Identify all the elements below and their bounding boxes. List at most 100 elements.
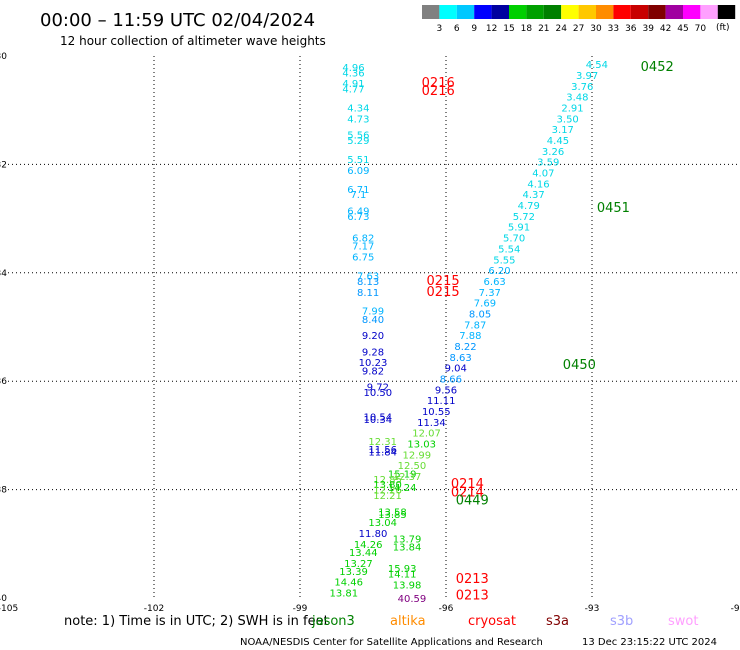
swh-value-label: 9.04 [445, 364, 467, 375]
swh-value-label: 10.55 [422, 407, 451, 418]
swh-value-label: 9.56 [435, 385, 457, 396]
swh-value-label: 3.59 [537, 158, 559, 169]
swh-value-label: 6.75 [352, 253, 374, 264]
swh-value-label: 4.07 [532, 169, 554, 180]
swh-value-label: 7.88 [459, 331, 481, 342]
swh-value-label: 3.97 [576, 71, 598, 82]
y-tick-label: -30 [0, 52, 7, 62]
y-tick-label: -32 [0, 160, 7, 170]
swh-value-label: 11.80 [359, 529, 388, 540]
cryosat-pass-label: 0216 [422, 84, 455, 99]
swh-value-label: 8.11 [357, 288, 379, 299]
footer-credit: NOAA/NESDIS Center for Satellite Applica… [240, 637, 543, 648]
swh-value-label: 13.98 [393, 580, 422, 591]
colorbar-swatch [474, 5, 492, 19]
swh-value-label: 4.36 [342, 68, 364, 79]
swh-value-label: 8.66 [440, 374, 462, 385]
swh-value-label: 9.82 [362, 366, 384, 377]
swh-value-label: 10.54 [364, 412, 393, 423]
swh-value-label: 14.26 [354, 540, 383, 551]
colorbar-swatch [683, 5, 701, 19]
swh-value-label: 4.73 [347, 114, 369, 125]
colorbar-legend: 3 6 9 12 15 18 21 24 27 30 33 36 39 42 45 70 [422, 5, 736, 34]
swh-value-label: 12.85 [373, 475, 402, 486]
swh-value-label: 4.34 [347, 103, 369, 114]
swh-value-label: 11.11 [427, 396, 456, 407]
swh-value-label: 4.77 [342, 85, 364, 96]
swh-value-label: 7.69 [474, 299, 496, 310]
cryosat-pass-label: 0215 [427, 285, 460, 300]
satellite-legend-s3a: s3a [546, 614, 569, 629]
colorbar-swatch [630, 5, 649, 19]
colorbar-tick-label: 45 [677, 24, 688, 34]
swh-value-label: 13.79 [393, 534, 422, 545]
swh-value-label: 8.13 [357, 277, 379, 288]
x-tick-label: -102 [144, 604, 164, 614]
swh-value-label: 11.56 [368, 445, 397, 456]
swh-value-label: 8.22 [454, 342, 476, 353]
colorbar-swatch [717, 5, 736, 19]
colorbar-swatch [491, 5, 509, 19]
colorbar-swatch [509, 5, 527, 19]
swh-value-label: 10.23 [359, 358, 388, 369]
colorbar-tick-label: 3 [437, 24, 443, 34]
swh-value-label: 10.34 [364, 415, 393, 426]
swh-value-label: 4.45 [547, 136, 569, 147]
swh-value-label: 7.37 [479, 288, 501, 299]
colorbar-unit: (ft) [716, 23, 730, 33]
swh-value-label: 9.72 [367, 383, 389, 394]
x-tick-label: -99 [293, 604, 308, 614]
colorbar-swatch [561, 5, 579, 19]
colorbar-tick-label: 27 [573, 24, 584, 34]
swh-value-label: 3.76 [571, 82, 593, 93]
swh-value-label: 8.40 [362, 315, 384, 326]
swh-value-label: 12.50 [398, 461, 427, 472]
swh-value-label: 12.31 [368, 437, 397, 448]
swh-value-label: 15.93 [388, 564, 417, 575]
colorbar-swatch [422, 5, 440, 19]
colorbar-tick-label: 24 [555, 24, 567, 34]
colorbar-tick-label: 30 [590, 24, 602, 34]
colorbar-swatch [439, 5, 457, 19]
colorbar-swatch [578, 5, 596, 19]
footer-note: note: 1) Time is in UTC; 2) SWH is in fe… [64, 614, 329, 629]
swh-value-label: 6.09 [347, 166, 369, 177]
swh-value-label: 8.63 [449, 353, 471, 364]
x-tick-label: -93 [585, 604, 600, 614]
swh-value-label: 8.05 [469, 309, 491, 320]
swh-value-label: 7.87 [464, 320, 486, 331]
swh-value-label: 3.50 [557, 114, 579, 125]
y-tick-label: -38 [0, 486, 7, 496]
swh-value-label: 12.99 [402, 450, 431, 461]
swh-value-label: 10.50 [364, 388, 393, 399]
swh-value-label: 13.81 [329, 589, 358, 600]
satellite-legend-cryosat: cryosat [468, 614, 516, 629]
swh-value-label: 4.16 [527, 179, 549, 190]
swh-value-label: 4.37 [522, 190, 544, 201]
swh-value-label: 13.58 [378, 507, 407, 518]
colorbar-swatch [596, 5, 614, 19]
colorbar-tick-label: 70 [695, 24, 707, 34]
swh-value-label: 5.29 [347, 136, 369, 147]
swh-value-label: 40.59 [398, 594, 427, 605]
satellite-legend-jason3: jason3 [311, 614, 355, 629]
swh-value-label: 3.17 [552, 125, 574, 136]
swh-value-label: 7.63 [357, 272, 379, 283]
swh-value-label: 6.82 [352, 234, 374, 245]
swh-value-label: 6.73 [347, 212, 369, 223]
header-time-range: 00:00 – 11:59 UTC 02/04/2024 [40, 10, 315, 31]
x-tick-label: -96 [439, 604, 454, 614]
colorbar-tick-label: 9 [471, 24, 477, 34]
satellite-legend: jason3 altika cryosat s3a s3b swot [311, 614, 698, 629]
x-tick-label: -90 [731, 604, 740, 614]
colorbar-swatch [700, 5, 718, 19]
colorbar-tick-label: 39 [642, 24, 654, 34]
swh-value-label: 9.28 [362, 347, 384, 358]
swh-value-label: 5.72 [513, 212, 535, 223]
swh-value-label: 4.79 [518, 201, 540, 212]
swh-value-label: 5.51 [347, 155, 369, 166]
swh-value-label: 5.56 [347, 131, 369, 142]
swh-value-label: 5.54 [498, 244, 520, 255]
